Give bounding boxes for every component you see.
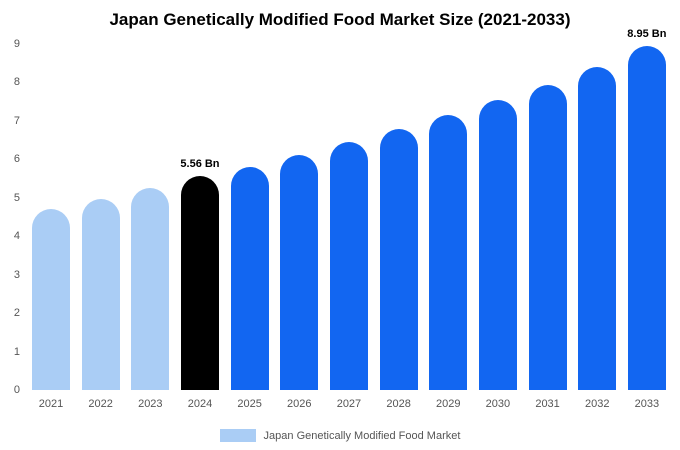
y-tick-label: 5 <box>13 191 20 204</box>
bar <box>578 67 617 390</box>
x-axis-label: 2031 <box>535 398 560 410</box>
bar-column: 2025 <box>230 44 269 410</box>
bar <box>230 167 269 390</box>
x-axis-label: 2028 <box>386 398 411 410</box>
bar-column: 8.95 Bn 2033 <box>627 28 666 410</box>
bar-column: 2032 <box>578 44 617 410</box>
y-tick-label: 9 <box>13 38 20 50</box>
bar-column: 2023 <box>131 44 170 410</box>
x-axis-label: 2027 <box>336 398 362 410</box>
bar <box>180 176 219 390</box>
y-tick-label: 7 <box>13 114 20 127</box>
bar-column: 5.56 Bn 2024 <box>180 44 220 410</box>
bar-series: 2021 2022 2023 5.56 Bn 2024 2025 2026 2027 2028 2… <box>28 28 670 410</box>
y-tick-label: 1 <box>13 345 20 358</box>
y-tick-label: 4 <box>13 230 20 243</box>
legend: Japan Genetically Modified Food Market <box>0 429 680 442</box>
x-axis-label: 2032 <box>584 398 610 410</box>
bar <box>131 187 170 390</box>
bar-column: 2031 <box>528 44 567 410</box>
x-axis-label: 2029 <box>436 398 461 410</box>
bar-column: 2022 <box>81 44 120 410</box>
y-tick-label: 2 <box>13 307 20 320</box>
bar <box>478 99 517 390</box>
x-axis-label: 2023 <box>138 398 163 410</box>
x-axis-label: 2030 <box>485 398 511 410</box>
bar-column: 2029 <box>429 44 468 410</box>
y-axis-ticks: 0 1 2 3 4 5 6 7 8 9 <box>4 38 24 396</box>
bar-column: 2028 <box>379 44 418 410</box>
bar <box>379 128 418 390</box>
bar <box>32 209 70 390</box>
bar <box>81 198 120 390</box>
x-axis-label: 2022 <box>88 398 113 410</box>
chart-title: Japan Genetically Modified Food Market S… <box>109 10 571 29</box>
bar <box>280 155 319 390</box>
x-axis-label: 2026 <box>287 398 312 410</box>
bar-value-label: 8.95 Bn <box>627 27 667 40</box>
bar-column: 2030 <box>478 44 517 410</box>
y-tick-label: 3 <box>13 268 20 281</box>
bar <box>429 114 468 390</box>
x-axis-label: 2025 <box>237 398 262 410</box>
x-axis-label: 2024 <box>187 398 213 410</box>
bar-value-label: 5.56 Bn <box>180 158 220 171</box>
x-axis-label: 2033 <box>634 398 660 410</box>
bar <box>627 45 666 390</box>
bar-column: 2026 <box>280 44 319 410</box>
x-axis-label: 2021 <box>38 398 64 410</box>
bar-column: 2021 <box>32 44 70 410</box>
bar <box>528 84 567 390</box>
legend-swatch <box>219 429 256 442</box>
y-tick-label: 6 <box>13 153 20 166</box>
bar-column: 2027 <box>329 44 368 410</box>
y-tick-label: 0 <box>13 384 20 396</box>
legend-label: Japan Genetically Modified Food Market <box>263 429 461 442</box>
y-tick-label: 8 <box>13 76 20 89</box>
bar <box>329 142 368 390</box>
